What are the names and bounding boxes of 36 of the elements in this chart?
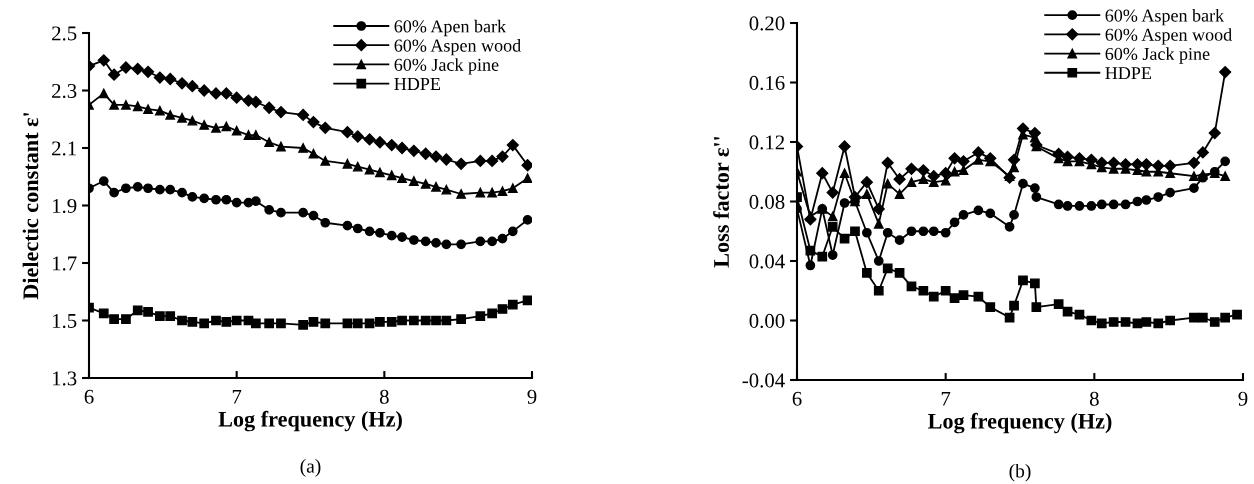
legend-label: 60% Jack pine: [1105, 47, 1210, 64]
x-tick-label: 6: [792, 391, 802, 406]
y-tick-label: 0.04: [749, 254, 785, 269]
legend-label: 60% Aspen bark: [1105, 8, 1225, 26]
x-tick-label: 9: [527, 389, 537, 404]
y-tick-label: 0.08: [749, 194, 785, 210]
x-axis-title: Log frequency (Hz): [218, 410, 402, 432]
x-axis-title: Log frequency (Hz): [928, 412, 1112, 434]
y-tick-label: 1.5: [52, 313, 77, 329]
legend-label: 60% Aspen wood: [394, 38, 521, 56]
y-axis-title: Loss factor ε'': [713, 136, 729, 268]
y-tick-label: 0.20: [749, 16, 785, 31]
y-axis-title: Dielectic constant ε': [22, 112, 39, 300]
y-tick-label: -0.04: [742, 373, 785, 388]
x-tick-label: 7: [941, 391, 951, 406]
x-tick-label: 8: [379, 389, 389, 404]
y-tick-label: 2.1: [52, 141, 76, 156]
text: (b): [1009, 463, 1031, 482]
legend-label: 60% Jack pine: [394, 58, 499, 75]
x-tick-label: 6: [84, 389, 94, 404]
x-tick-label: 9: [1238, 391, 1248, 406]
y-tick-label: 1.3: [52, 371, 77, 386]
y-tick-label: 1.9: [52, 198, 77, 214]
text: (a): [300, 459, 321, 477]
legend-label: HDPE: [1105, 67, 1152, 80]
x-tick-label: 8: [1089, 391, 1099, 406]
legend-label: HDPE: [394, 78, 441, 90]
y-tick-label: 0.12: [749, 135, 785, 150]
y-tick-label: 2.5: [52, 26, 77, 41]
x-tick-label: 7: [232, 389, 242, 404]
y-tick-label: 0.00: [749, 313, 785, 329]
y-tick-label: 0.16: [749, 75, 785, 91]
legend-label: 60% Apen bark: [394, 19, 507, 37]
legend-label: 60% Aspen wood: [1105, 28, 1232, 45]
y-tick-label: 2.3: [52, 83, 77, 99]
y-tick-label: 1.7: [52, 256, 77, 271]
